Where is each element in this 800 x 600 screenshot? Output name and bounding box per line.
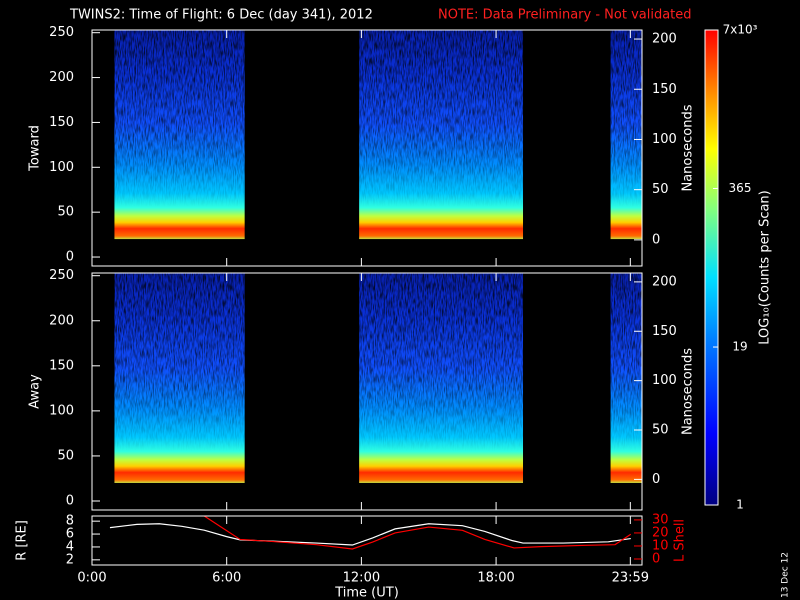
colorbar <box>704 29 719 506</box>
y-tick-label: 100 <box>49 160 74 175</box>
y-axis-label: R [RE] <box>15 520 30 561</box>
y-tick-label: 250 <box>49 268 74 283</box>
y-tick-label: 50 <box>57 205 74 220</box>
spectrogram-noise <box>114 273 245 483</box>
chart-title: TWINS2: Time of Flight: 6 Dec (day 341),… <box>69 8 373 23</box>
y2-tick-label: 200 <box>652 32 677 47</box>
spectrogram-noise <box>610 30 642 240</box>
date-stamp: 13 Dec 12 <box>781 552 791 598</box>
colorbar-tick-label: 365 <box>729 181 752 195</box>
spectrogram-noise <box>359 30 524 240</box>
y-tick-label: 100 <box>49 403 74 418</box>
colorbar-tick-label: 7x10³ <box>723 23 758 37</box>
y-tick-label: 6 <box>66 527 74 542</box>
y2-tick-label: 150 <box>652 324 677 339</box>
y2-tick-label: 100 <box>652 373 677 388</box>
y2-tick-label: 0 <box>652 232 660 247</box>
spectrogram-noise <box>610 273 642 483</box>
x-tick-label: 23:59 <box>612 571 649 586</box>
y-axis-label: Toward <box>28 125 43 172</box>
x-axis-label: Time (UT) <box>334 586 399 600</box>
x-tick-label: 6:00 <box>212 571 241 586</box>
y-tick-label: 200 <box>49 70 74 85</box>
data-line <box>109 523 631 546</box>
y2-axis-label: L Shell <box>673 519 688 562</box>
y2-tick-label: 200 <box>652 274 677 289</box>
x-tick-label: 0:00 <box>77 571 106 586</box>
y2-axis-label: Nanoseconds <box>681 348 696 435</box>
y2-tick-label: 10 <box>652 538 669 553</box>
y2-tick-label: 0 <box>652 472 660 487</box>
y-tick-label: 150 <box>49 358 74 373</box>
plot-frame <box>91 272 643 511</box>
y-tick-label: 150 <box>49 115 74 130</box>
y2-axis-label: Nanoseconds <box>681 104 696 191</box>
spectrogram-noise <box>359 273 524 483</box>
y2-tick-label: 0 <box>652 552 660 567</box>
spectrogram-noise <box>114 30 245 240</box>
plot-frame <box>91 515 643 566</box>
x-tick-label: 12:00 <box>343 571 380 586</box>
y2-tick-label: 50 <box>652 182 669 197</box>
colorbar-tick-label: 1 <box>736 498 744 512</box>
y2-tick-label: 150 <box>652 82 677 97</box>
plot-frame <box>91 29 643 267</box>
y2-tick-label: 100 <box>652 132 677 147</box>
y-tick-label: 4 <box>66 539 74 554</box>
y2-tick-label: 20 <box>652 525 669 540</box>
y-tick-label: 200 <box>49 313 74 328</box>
y-axis-label: Away <box>28 374 43 409</box>
y-tick-label: 2 <box>66 552 74 567</box>
x-tick-label: 18:00 <box>477 571 514 586</box>
y-tick-label: 250 <box>49 25 74 40</box>
y2-tick-label: 50 <box>652 423 669 438</box>
colorbar-tick-label: 19 <box>732 340 747 354</box>
y2-tick-label: 30 <box>652 512 669 527</box>
y-tick-label: 8 <box>66 514 74 529</box>
data-line <box>203 516 632 550</box>
note: NOTE: Data Preliminary - Not validated <box>438 8 692 23</box>
y-tick-label: 50 <box>57 448 74 463</box>
y-tick-label: 0 <box>66 493 74 508</box>
y-tick-label: 0 <box>66 250 74 265</box>
colorbar-label: LOG₁₀(Counts per Scan) <box>758 190 773 345</box>
